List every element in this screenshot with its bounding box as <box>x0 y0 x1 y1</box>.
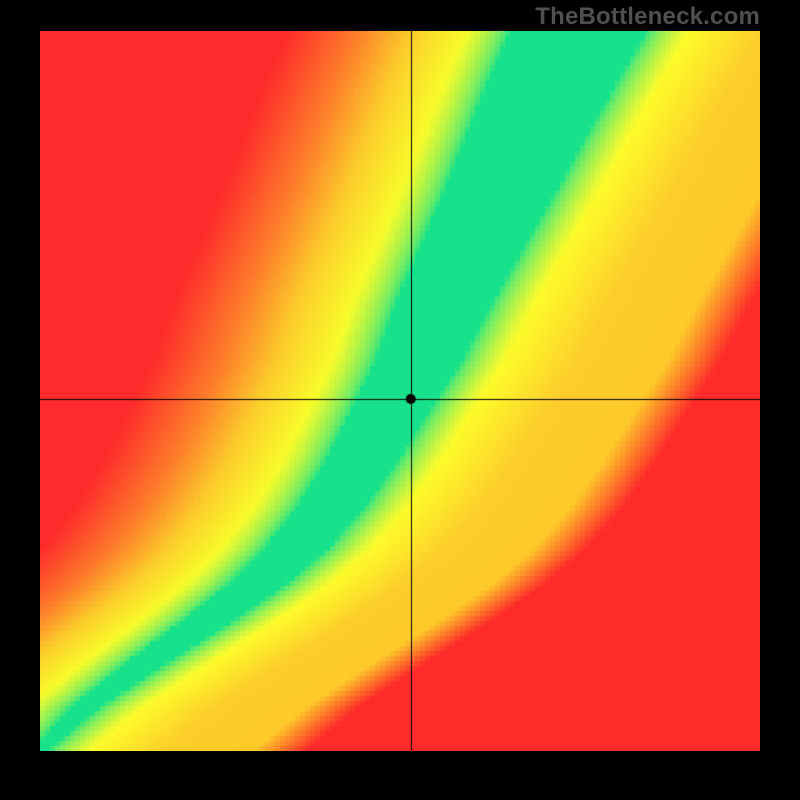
bottleneck-heatmap <box>40 31 760 751</box>
watermark-text: TheBottleneck.com <box>535 3 760 31</box>
chart-container: { "watermark": { "text": "TheBottleneck.… <box>0 0 800 800</box>
